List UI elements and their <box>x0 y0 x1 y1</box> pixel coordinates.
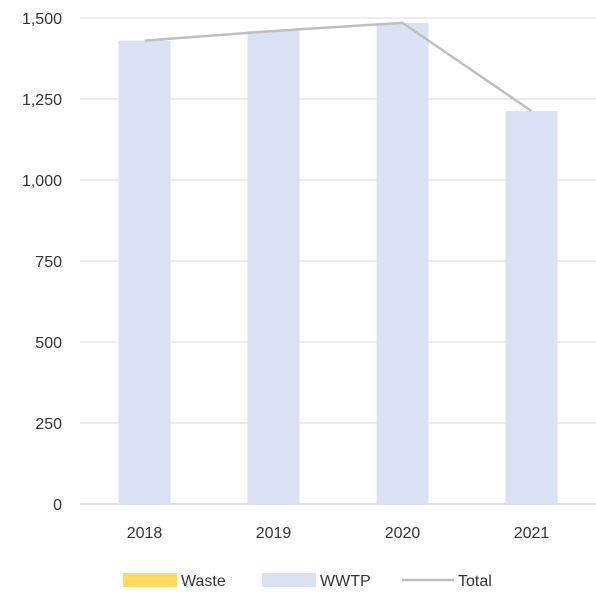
legend-item-wwtp: WWTP <box>262 573 371 590</box>
legend-swatch <box>262 573 316 587</box>
line-total <box>144 21 533 113</box>
y-tick-label: 1,250 <box>22 92 62 109</box>
legend-label: WWTP <box>320 573 371 590</box>
bar-wwtp-2019 <box>247 30 300 505</box>
bar-wwtp-2020 <box>376 22 429 505</box>
x-axis: 2018 2019 2020 2021 <box>127 525 550 542</box>
legend: Waste WWTP Total <box>123 573 492 590</box>
y-tick-label: 1,000 <box>22 173 62 190</box>
y-tick-label: 1,500 <box>22 11 62 28</box>
bar-wwtp-2021 <box>505 110 558 504</box>
y-tick-label: 500 <box>35 335 62 352</box>
legend-item-waste: Waste <box>123 573 226 590</box>
x-tick-label: 2018 <box>127 525 163 542</box>
legend-item-total: Total <box>402 573 492 590</box>
y-tick-label: 750 <box>35 254 62 271</box>
bars <box>118 22 558 505</box>
y-tick-label: 250 <box>35 416 62 433</box>
legend-label: Waste <box>181 573 226 590</box>
y-tick-label: 0 <box>53 497 62 514</box>
y-axis: 0 250 500 750 1,000 1,250 1,500 <box>22 11 62 514</box>
total-line-group <box>144 21 533 113</box>
x-tick-label: 2021 <box>514 525 550 542</box>
legend-label: Total <box>458 573 492 590</box>
x-tick-label: 2020 <box>385 525 421 542</box>
legend-swatch <box>123 573 177 587</box>
x-tick-label: 2019 <box>256 525 292 542</box>
bar-wwtp-2018 <box>118 40 171 505</box>
